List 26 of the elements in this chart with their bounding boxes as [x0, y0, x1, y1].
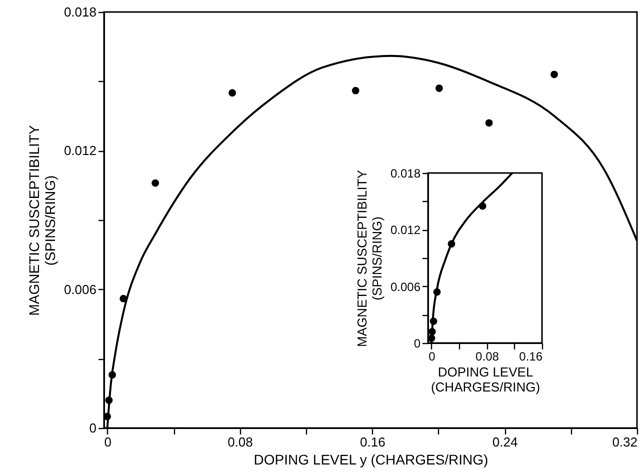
x-tick-label: 0.32: [612, 434, 638, 450]
y-axis-title: MAGNETIC SUSCEPTIBILITY (SPINS/RING): [26, 124, 58, 316]
point: [352, 86, 360, 94]
y-tick-label: 0.012: [390, 223, 421, 238]
y-tick-label: 0.006: [390, 280, 421, 294]
x-axis-title: DOPING LEVEL (CHARGES/RING): [430, 364, 540, 394]
y-tick-label: 0.018: [390, 166, 421, 180]
point: [435, 84, 443, 92]
y-tick-label: 0.012: [64, 143, 96, 158]
y-tick-label: 0: [414, 336, 421, 350]
y-axis-title: MAGNETIC SUSCEPTIBILITY (SPINS/RING): [354, 170, 384, 347]
y-tick-label: 0.006: [64, 282, 96, 297]
y-tick-label: 0.018: [64, 4, 96, 20]
x-tick-label: 0: [104, 434, 112, 450]
y-tick-label: 0: [89, 420, 96, 436]
x-tick-label: 0.16: [360, 434, 386, 450]
x-tick-label: 0.16: [519, 350, 543, 364]
point: [485, 119, 493, 127]
x-tick-label: 0.08: [476, 350, 500, 364]
x-axis-title: DOPING LEVEL y (CHARGES/RING): [254, 452, 488, 468]
x-tick-label: 0.24: [492, 434, 518, 450]
point: [228, 89, 236, 97]
point: [550, 70, 558, 78]
point: [152, 179, 160, 187]
x-tick-label: 0: [428, 350, 436, 364]
x-tick-label: 0.08: [228, 434, 253, 450]
